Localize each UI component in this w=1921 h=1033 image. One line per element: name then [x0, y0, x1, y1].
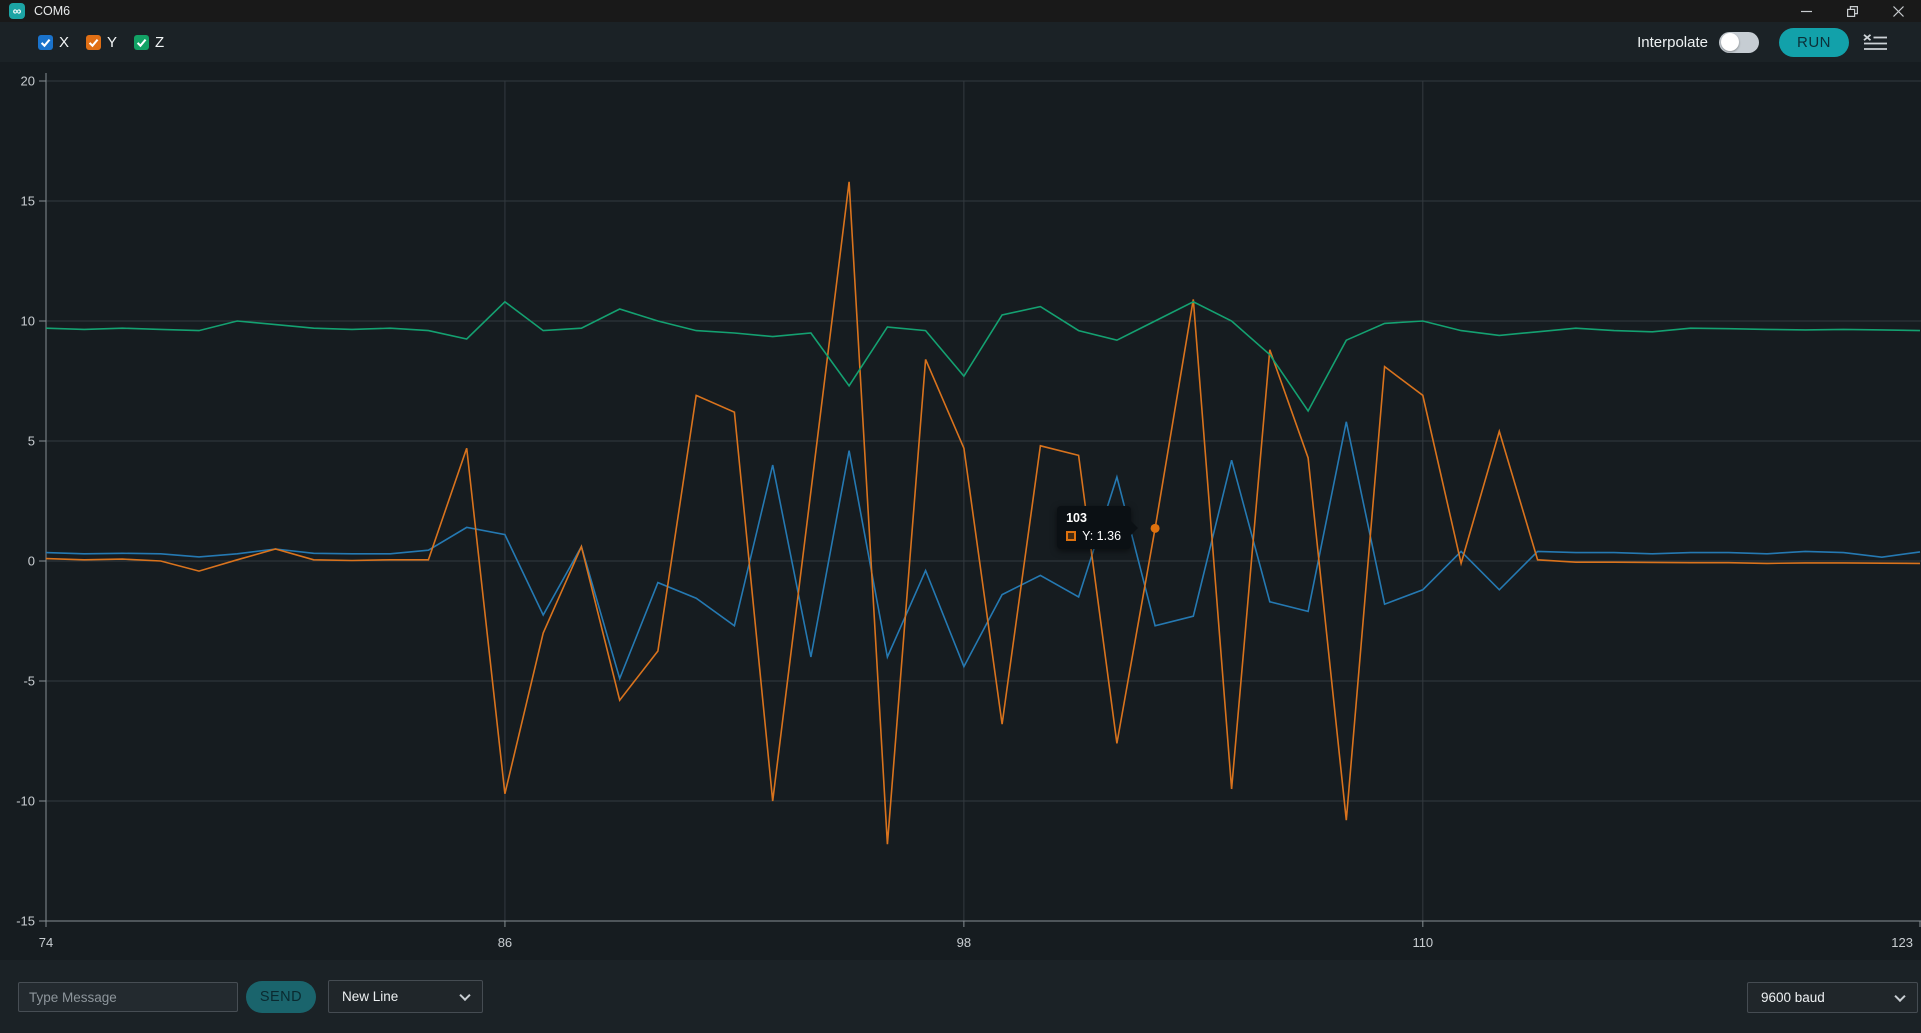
- line-ending-value: New Line: [342, 989, 399, 1004]
- y-tick-label: 0: [28, 554, 35, 569]
- series-checkbox-z[interactable]: Z: [134, 34, 164, 51]
- series-label-z: Z: [155, 33, 165, 51]
- tooltip-row: Y: 1.36: [1066, 529, 1121, 543]
- interpolate-label: Interpolate: [1637, 33, 1708, 51]
- bottombar: SEND New Line 9600 baud: [0, 960, 1921, 1033]
- titlebar: ∞ COM6: [0, 0, 1921, 22]
- y-tick-label: 10: [21, 314, 35, 329]
- chart-tooltip: 103 Y: 1.36: [1057, 506, 1132, 550]
- checkbox-checked-icon[interactable]: [134, 34, 150, 50]
- y-tick-label: 5: [28, 434, 35, 449]
- series-toggles: X Y Z: [0, 34, 164, 51]
- maximize-restore-button[interactable]: [1829, 0, 1875, 22]
- y-tick-label: -15: [16, 914, 35, 929]
- line-chart[interactable]: 20 15 10 5 0 -5 -10 -15 74 86 98 110 123: [0, 62, 1921, 960]
- x-tick-label: 123: [1891, 935, 1913, 950]
- close-button[interactable]: [1875, 0, 1921, 22]
- tooltip-series-swatch: [1066, 531, 1077, 542]
- minimize-button[interactable]: [1783, 0, 1829, 22]
- checkbox-checked-icon[interactable]: [38, 34, 53, 50]
- series-checkbox-x[interactable]: X: [38, 34, 69, 51]
- tooltip-series-value: Y: 1.36: [1082, 529, 1122, 544]
- series-line-y: [45, 181, 1921, 845]
- close-icon: [1892, 5, 1904, 17]
- chevron-down-icon: [459, 989, 471, 1001]
- toolbar: X Y Z Interpolate RUN: [0, 22, 1921, 62]
- y-tick-label: -10: [16, 794, 35, 809]
- x-tick-label: 74: [39, 935, 53, 950]
- series-line-z: [45, 300, 1921, 413]
- chevron-down-icon: [1894, 990, 1906, 1002]
- y-tick-label: -5: [23, 674, 35, 689]
- series-checkbox-y[interactable]: Y: [86, 34, 117, 51]
- baud-rate-select[interactable]: 9600 baud: [1747, 982, 1918, 1013]
- arduino-app-icon: ∞: [9, 3, 25, 19]
- send-button[interactable]: SEND: [246, 981, 316, 1013]
- run-button[interactable]: RUN: [1779, 27, 1849, 57]
- toolbar-right: Interpolate RUN: [1637, 27, 1921, 57]
- restore-icon: [1846, 5, 1858, 17]
- interpolate-toggle[interactable]: [1719, 31, 1759, 53]
- minimize-icon: [1800, 10, 1812, 12]
- series-label-x: X: [59, 33, 70, 51]
- tooltip-x-value: 103: [1066, 511, 1087, 526]
- list-x-icon: [1863, 33, 1887, 50]
- y-tick-label: 15: [21, 194, 35, 209]
- line-ending-select[interactable]: New Line: [328, 980, 483, 1013]
- x-tick-label: 110: [1412, 935, 1433, 950]
- y-tick-label: 20: [21, 74, 35, 89]
- chart-area[interactable]: 20 15 10 5 0 -5 -10 -15 74 86 98 110 123 103 Y: 1.36: [0, 62, 1921, 960]
- console-list-icon[interactable]: [1862, 32, 1888, 52]
- toggle-knob: [1721, 33, 1739, 51]
- series-line-x: [45, 421, 1921, 682]
- x-tick-label: 86: [498, 935, 512, 950]
- window-title: COM6: [34, 4, 71, 18]
- series-label-y: Y: [107, 33, 118, 51]
- message-input[interactable]: [18, 982, 238, 1012]
- baud-rate-value: 9600 baud: [1761, 990, 1825, 1005]
- window-controls: [1783, 0, 1921, 22]
- hover-point-dot: [1150, 523, 1160, 533]
- x-tick-label: 98: [957, 935, 971, 950]
- checkbox-checked-icon[interactable]: [86, 34, 102, 50]
